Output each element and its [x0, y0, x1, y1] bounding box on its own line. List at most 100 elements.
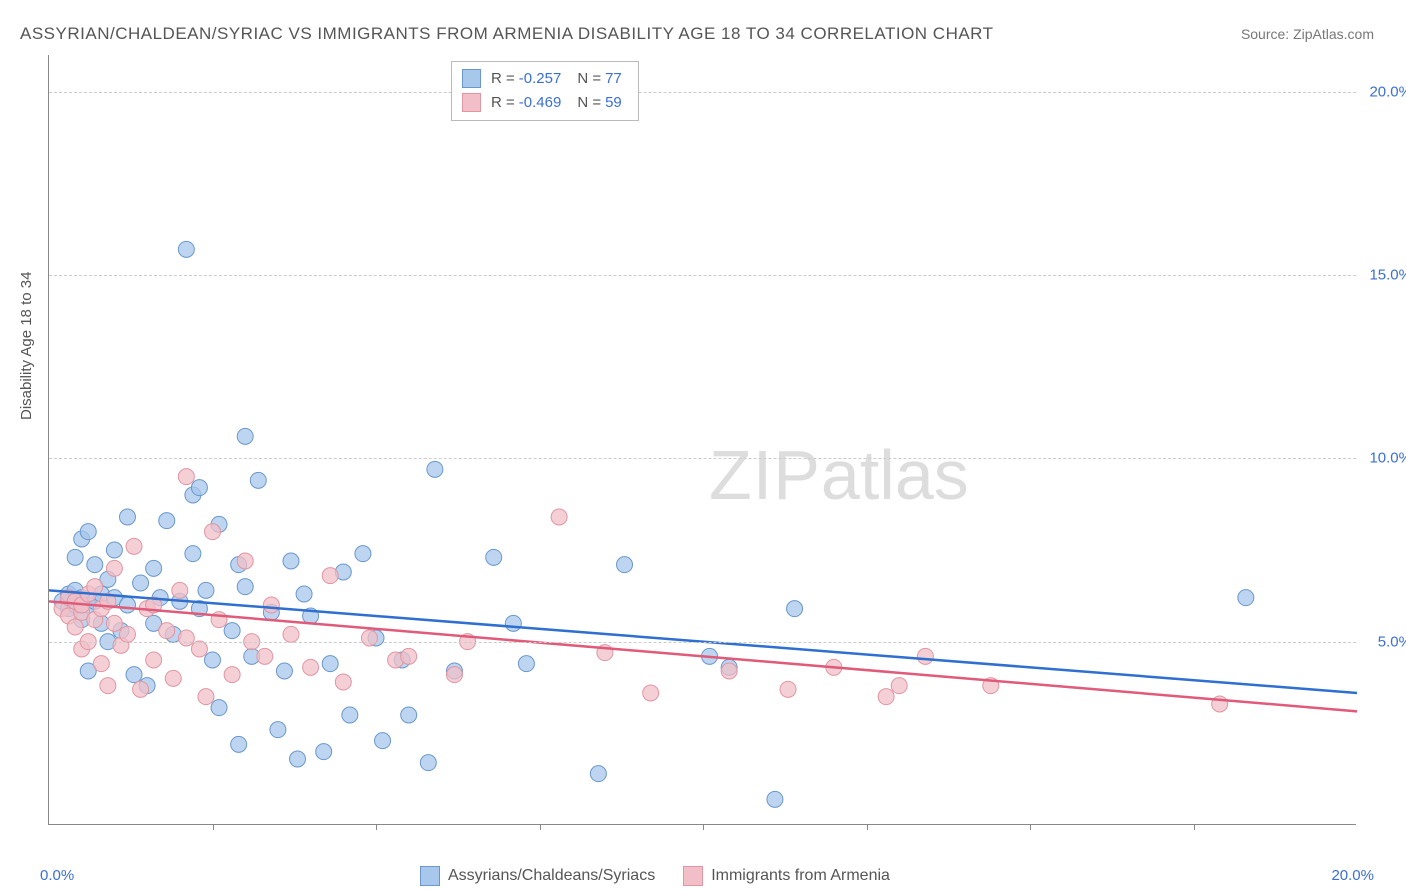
scatter-point-assyrians — [290, 751, 306, 767]
scatter-point-assyrians — [159, 513, 175, 529]
y-tick-label: 10.0% — [1369, 450, 1406, 467]
legend-row-armenia: R = -0.469 N = 59 — [462, 90, 626, 114]
gridline — [49, 275, 1356, 276]
scatter-point-armenia — [146, 652, 162, 668]
bottom-legend-item-armenia: Immigrants from Armenia — [683, 866, 890, 886]
scatter-point-assyrians — [237, 579, 253, 595]
x-tick — [703, 824, 704, 830]
scatter-point-assyrians — [133, 575, 149, 591]
scatter-point-assyrians — [518, 656, 534, 672]
scatter-point-armenia — [133, 681, 149, 697]
scatter-point-assyrians — [211, 700, 227, 716]
bottom-legend-swatch — [420, 866, 440, 886]
gridline — [49, 92, 1356, 93]
source-value: ZipAtlas.com — [1293, 26, 1374, 42]
y-tick-label: 20.0% — [1369, 83, 1406, 100]
scatter-point-armenia — [159, 623, 175, 639]
legend-swatch-assyrians — [462, 69, 481, 88]
scatter-point-armenia — [178, 469, 194, 485]
scatter-point-assyrians — [237, 428, 253, 444]
scatter-point-armenia — [172, 582, 188, 598]
scatter-point-armenia — [361, 630, 377, 646]
scatter-point-assyrians — [590, 766, 606, 782]
scatter-point-assyrians — [420, 755, 436, 771]
gridline — [49, 642, 1356, 643]
scatter-point-armenia — [205, 524, 221, 540]
scatter-point-assyrians — [296, 586, 312, 602]
bottom-legend-swatch — [683, 866, 703, 886]
scatter-point-assyrians — [178, 241, 194, 257]
scatter-point-assyrians — [617, 557, 633, 573]
scatter-point-armenia — [263, 597, 279, 613]
legend-n-label: N = — [577, 94, 601, 111]
scatter-point-assyrians — [106, 542, 122, 558]
scatter-point-armenia — [237, 553, 253, 569]
scatter-point-armenia — [283, 626, 299, 642]
scatter-point-assyrians — [67, 549, 83, 565]
scatter-point-assyrians — [126, 667, 142, 683]
bottom-legend-label: Immigrants from Armenia — [711, 867, 890, 885]
scatter-point-assyrians — [316, 744, 332, 760]
scatter-point-assyrians — [231, 736, 247, 752]
bottom-legend-item-assyrians: Assyrians/Chaldeans/Syriacs — [420, 866, 655, 886]
scatter-point-armenia — [322, 568, 338, 584]
scatter-point-armenia — [891, 678, 907, 694]
scatter-point-assyrians — [80, 524, 96, 540]
scatter-point-assyrians — [355, 546, 371, 562]
legend-r-label: R = — [491, 94, 515, 111]
scatter-point-armenia — [106, 560, 122, 576]
legend-n-value: 59 — [605, 94, 622, 111]
scatter-point-assyrians — [119, 597, 135, 613]
series-legend: Assyrians/Chaldeans/Syriacs Immigrants fr… — [420, 866, 890, 886]
scatter-point-armenia — [257, 648, 273, 664]
chart-plot-area: ZIPatlas R = -0.257N = 77R = -0.469N = 5… — [48, 55, 1356, 825]
scatter-point-armenia — [335, 674, 351, 690]
scatter-point-assyrians — [185, 546, 201, 562]
correlation-legend: R = -0.257N = 77R = -0.469N = 59 — [451, 61, 639, 121]
y-tick-label: 5.0% — [1378, 633, 1406, 650]
scatter-point-armenia — [67, 619, 83, 635]
legend-r-label: R = — [491, 70, 515, 87]
scatter-point-assyrians — [276, 663, 292, 679]
legend-r-value: -0.469 — [519, 94, 562, 111]
scatter-point-assyrians — [322, 656, 338, 672]
scatter-point-armenia — [119, 626, 135, 642]
scatter-point-assyrians — [87, 557, 103, 573]
scatter-point-armenia — [446, 667, 462, 683]
x-tick — [1194, 824, 1195, 830]
scatter-point-armenia — [643, 685, 659, 701]
scatter-point-armenia — [780, 681, 796, 697]
scatter-point-assyrians — [427, 461, 443, 477]
scatter-point-assyrians — [401, 707, 417, 723]
x-axis-max-label: 20.0% — [1331, 867, 1374, 884]
scatter-plot-svg — [49, 55, 1356, 824]
source-label: Source: — [1241, 26, 1289, 42]
legend-n-label: N = — [577, 70, 601, 87]
scatter-point-armenia — [126, 538, 142, 554]
legend-n-value: 77 — [605, 70, 622, 87]
scatter-point-armenia — [721, 663, 737, 679]
x-axis-min-label: 0.0% — [40, 867, 74, 884]
scatter-point-assyrians — [250, 472, 266, 488]
scatter-point-assyrians — [375, 733, 391, 749]
scatter-point-assyrians — [486, 549, 502, 565]
scatter-point-armenia — [191, 641, 207, 657]
scatter-point-assyrians — [787, 601, 803, 617]
scatter-point-assyrians — [146, 560, 162, 576]
chart-title: ASSYRIAN/CHALDEAN/SYRIAC VS IMMIGRANTS F… — [20, 24, 994, 44]
scatter-point-armenia — [165, 670, 181, 686]
scatter-point-armenia — [878, 689, 894, 705]
scatter-point-assyrians — [342, 707, 358, 723]
x-tick — [867, 824, 868, 830]
y-tick-label: 15.0% — [1369, 267, 1406, 284]
scatter-point-armenia — [93, 656, 109, 672]
scatter-point-assyrians — [191, 480, 207, 496]
x-tick — [213, 824, 214, 830]
source-citation: Source: ZipAtlas.com — [1241, 26, 1374, 42]
scatter-point-assyrians — [205, 652, 221, 668]
scatter-point-armenia — [100, 678, 116, 694]
scatter-point-armenia — [303, 659, 319, 675]
scatter-point-armenia — [224, 667, 240, 683]
scatter-point-armenia — [551, 509, 567, 525]
y-axis-label: Disability Age 18 to 34 — [18, 272, 35, 420]
